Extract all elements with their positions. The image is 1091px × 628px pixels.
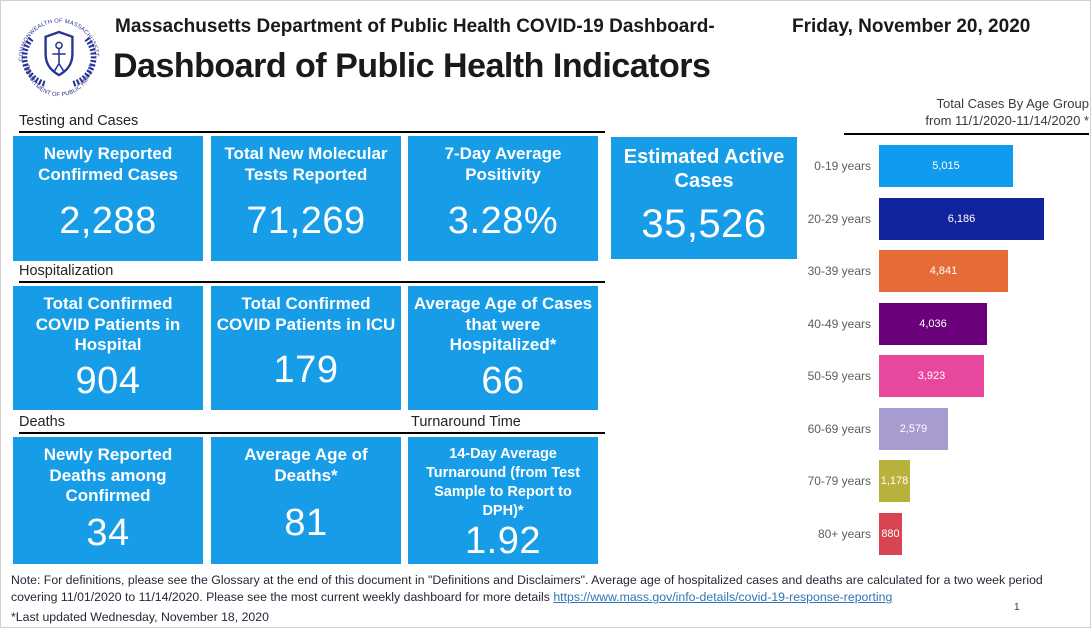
kpi-title: Average Age of Cases that were Hospitali… [413,294,593,355]
mass-dph-seal-logo: COMMONWEALTH OF MASSACHUSETTS DEPARTMENT… [11,5,105,101]
age-bar-row: 50-59 years 3,923 [789,350,1090,403]
header-subtitle: Massachusetts Department of Public Healt… [115,16,715,37]
page-title: Dashboard of Public Health Indicators [113,47,711,85]
age-bar-row: 70-79 years 1,178 [789,455,1090,508]
laurel-left-icon [21,35,46,87]
page-number: 1 [1014,602,1020,613]
age-bar-category-label: 0-19 years [814,159,871,174]
footer: Note: For definitions, please see the Gl… [11,572,1087,626]
kpi-card-7-day-average-positivity: 7-Day Average Positivity 3.28% [408,136,598,261]
age-bar-row: 20-29 years 6,186 [789,193,1090,246]
age-bar-value-label: 5,015 [932,160,960,173]
svg-text:DEPARTMENT OF PUBLIC HEALTH: DEPARTMENT OF PUBLIC HEALTH [23,65,94,99]
seal-icon: COMMONWEALTH OF MASSACHUSETTS DEPARTMENT… [11,5,99,99]
age-bar: 3,923 [879,355,984,398]
age-bar-value-label: 2,579 [899,422,928,435]
footer-note-text: Note: For definitions, please see the Gl… [11,573,1043,605]
age-chart-title-line1: Total Cases By Age Group [936,96,1089,111]
section-header-testing-and-cases: Testing and Cases [19,113,605,133]
age-bar-category-label: 50-59 years [807,369,871,384]
kpi-value: 66 [481,359,525,402]
age-bar-category-label: 20-29 years [807,211,871,226]
kpi-value: 904 [75,359,141,402]
age-bar-value-label: 4,841 [929,265,958,278]
kpi-title: Newly Reported Confirmed Cases [38,144,178,184]
kpi-card-total-new-molecular-tests: Total New Molecular Tests Reported 71,26… [211,136,401,261]
kpi-title: Total New Molecular Tests Reported [224,144,388,184]
age-bar-value-label: 880 [881,527,900,540]
kpi-card-estimated-active-cases: Estimated Active Cases 35,526 [611,137,797,259]
kpi-value: 3.28% [447,199,559,242]
kpi-title: 14-Day Average Turnaround (from Test Sam… [425,446,581,519]
age-bar-row: 60-69 years 2,579 [789,403,1090,456]
age-bar-category-label: 40-49 years [807,316,871,331]
footer-note: Note: For definitions, please see the Gl… [11,572,1087,607]
age-bar-category-label: 80+ years [817,526,871,541]
kpi-title: Estimated Active Cases [623,146,785,193]
age-bar: 5,015 [879,145,1013,188]
age-chart: 0-19 years 5,015 20-29 years 6,186 30-39 yea… [789,140,1090,561]
age-bar: 4,841 [879,250,1008,293]
report-date: Friday, November 20, 2020 [792,16,1031,37]
kpi-value: 81 [284,501,328,544]
age-bar-row: 80+ years 880 [789,508,1090,561]
laurel-right-icon [72,35,97,87]
age-bar-category-label: 60-69 years [807,421,871,436]
section-header-deaths: Deaths Turnaround Time [19,414,605,434]
age-bar-row: 40-49 years 4,036 [789,298,1090,351]
kpi-value: 35,526 [641,201,767,246]
shield-icon [44,30,74,77]
age-bar-value-label: 1,178 [880,475,909,488]
age-bar: 880 [879,512,902,555]
age-chart-rows: 0-19 years 5,015 20-29 years 6,186 30-39 yea… [789,140,1090,561]
kpi-title: Total Confirmed COVID Patients in ICU [216,294,396,334]
kpi-value: 179 [273,349,339,392]
age-bar-row: 30-39 years 4,841 [789,245,1090,298]
age-bar-value-label: 4,036 [919,317,947,330]
kpi-title: Average Age of Deaths* [244,445,368,485]
age-chart-title: Total Cases By Age Group from 11/1/2020-… [844,96,1089,135]
kpi-value: 2,288 [59,199,157,242]
reporting-link[interactable]: https://www.mass.gov/info-details/covid-… [553,590,893,605]
kpi-title: Total Confirmed COVID Patients in Hospit… [35,294,181,355]
age-bar: 4,036 [879,302,987,345]
kpi-title: Newly Reported Deaths among Confirmed [43,445,173,506]
section-label-deaths: Deaths [19,414,65,430]
kpi-card-average-age-of-deaths: Average Age of Deaths* 81 [211,437,401,564]
kpi-title: 7-Day Average Positivity [444,144,562,184]
section-label-turnaround-time: Turnaround Time [411,414,521,430]
kpi-card-newly-reported-confirmed-cases: Newly Reported Confirmed Cases 2,288 [13,136,203,261]
age-bar-row: 0-19 years 5,015 [789,140,1090,193]
kpi-card-covid-patients-in-icu: Total Confirmed COVID Patients in ICU 17… [211,286,401,410]
kpi-card-newly-reported-deaths: Newly Reported Deaths among Confirmed 34 [13,437,203,564]
section-header-hospitalization: Hospitalization [19,263,605,283]
age-bar-category-label: 30-39 years [807,264,871,279]
age-bar: 2,579 [879,407,948,450]
kpi-card-covid-patients-in-hospital: Total Confirmed COVID Patients in Hospit… [13,286,203,410]
kpi-value: 1.92 [465,520,541,563]
kpi-card-14-day-average-turnaround: 14-Day Average Turnaround (from Test Sam… [408,437,598,564]
age-bar: 1,178 [879,460,910,503]
kpi-value: 34 [86,512,130,555]
age-bar-category-label: 70-79 years [807,474,871,489]
last-updated-note: *Last updated Wednesday, November 18, 20… [11,609,269,624]
age-bar-value-label: 6,186 [947,212,976,225]
age-chart-title-line2: from 11/1/2020-11/14/2020 * [925,112,1089,128]
age-bar: 6,186 [879,197,1044,240]
kpi-value: 71,269 [246,199,366,242]
seal-bottom-text: DEPARTMENT OF PUBLIC HEALTH [23,65,94,99]
age-bar-value-label: 3,923 [917,370,946,383]
kpi-card-average-age-hospitalized: Average Age of Cases that were Hospitali… [408,286,598,410]
